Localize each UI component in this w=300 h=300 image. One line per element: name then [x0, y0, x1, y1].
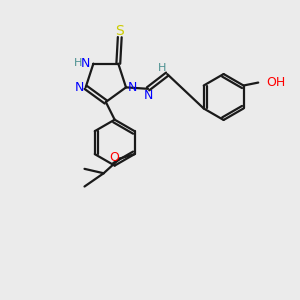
Text: OH: OH [266, 76, 286, 89]
Text: N: N [143, 89, 153, 102]
Text: N: N [128, 81, 137, 94]
Text: O: O [110, 151, 119, 164]
Text: N: N [74, 81, 84, 94]
Text: S: S [116, 24, 124, 38]
Text: H: H [158, 63, 166, 73]
Text: N: N [80, 57, 90, 70]
Text: H: H [74, 58, 82, 68]
